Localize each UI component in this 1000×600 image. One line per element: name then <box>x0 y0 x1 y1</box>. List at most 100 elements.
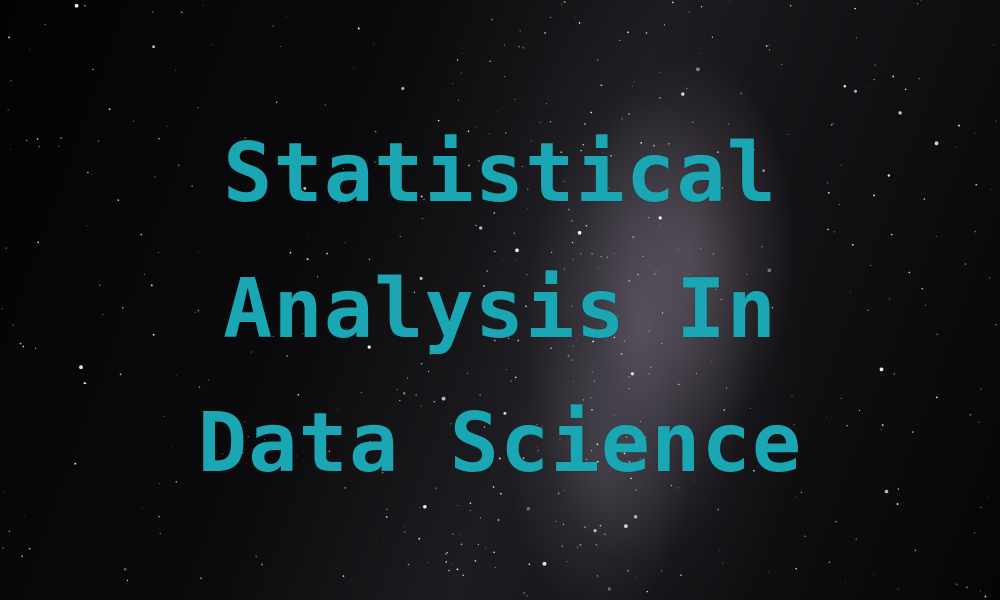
star <box>374 130 377 133</box>
star <box>608 188 609 189</box>
star <box>582 399 584 401</box>
star <box>567 355 570 357</box>
star <box>177 164 180 167</box>
star <box>693 481 695 483</box>
star <box>908 271 911 274</box>
star <box>2 546 4 549</box>
star <box>619 39 621 42</box>
star <box>912 431 914 433</box>
star <box>150 284 153 287</box>
star <box>400 298 402 300</box>
star <box>97 140 99 142</box>
star <box>975 132 976 134</box>
star <box>230 443 233 446</box>
star <box>493 212 496 214</box>
star <box>176 375 177 377</box>
star <box>854 7 856 10</box>
star <box>99 284 101 286</box>
star <box>526 595 528 597</box>
star <box>958 124 960 127</box>
star <box>591 253 593 255</box>
star <box>984 595 987 598</box>
star <box>843 84 847 88</box>
star <box>423 505 427 509</box>
star <box>765 45 768 47</box>
star <box>577 230 582 235</box>
star <box>446 188 449 191</box>
star <box>528 563 531 566</box>
star <box>83 4 86 7</box>
star <box>152 333 155 336</box>
star <box>566 561 568 563</box>
star <box>407 563 410 566</box>
star <box>571 305 573 307</box>
star <box>639 181 641 183</box>
star <box>491 18 494 21</box>
star <box>537 450 539 452</box>
star <box>404 531 406 533</box>
star <box>457 504 459 506</box>
star <box>892 75 895 78</box>
star <box>420 405 422 407</box>
star <box>627 31 629 34</box>
star <box>418 537 421 540</box>
star <box>286 355 288 357</box>
star <box>474 560 477 562</box>
star <box>158 483 160 485</box>
star <box>606 340 608 341</box>
star <box>793 424 795 426</box>
star <box>163 415 165 417</box>
star <box>272 335 275 337</box>
star <box>787 133 789 135</box>
star <box>458 533 460 535</box>
star <box>198 386 201 388</box>
star <box>569 509 571 511</box>
star <box>518 46 520 48</box>
star <box>35 347 37 349</box>
star <box>503 44 506 46</box>
star <box>723 409 725 411</box>
star <box>974 230 977 233</box>
star <box>86 225 88 227</box>
star <box>197 309 200 312</box>
star <box>904 88 907 91</box>
star <box>700 248 702 250</box>
star <box>446 551 449 554</box>
star <box>585 224 588 227</box>
star <box>560 151 563 153</box>
star <box>633 514 638 519</box>
star <box>401 86 405 91</box>
star <box>721 187 723 189</box>
star <box>712 253 715 255</box>
star <box>637 273 639 276</box>
star <box>369 441 371 443</box>
star <box>514 98 516 100</box>
star <box>639 457 641 459</box>
star <box>373 43 375 45</box>
title-line-analysis-in: Analysis In <box>222 262 778 357</box>
star <box>419 507 421 508</box>
star <box>840 164 842 166</box>
star <box>671 1 674 4</box>
star <box>648 156 651 159</box>
star <box>936 333 939 336</box>
star <box>286 16 287 18</box>
star <box>654 273 656 275</box>
star <box>789 5 792 7</box>
star <box>453 316 456 319</box>
star <box>688 11 691 14</box>
star <box>435 487 437 489</box>
star <box>557 492 560 495</box>
star <box>456 299 458 301</box>
star <box>526 207 528 209</box>
star <box>306 258 309 261</box>
star <box>648 330 650 332</box>
star <box>421 218 423 219</box>
star <box>507 337 510 340</box>
star <box>7 109 9 111</box>
star <box>591 408 593 411</box>
star <box>582 144 585 146</box>
star <box>102 314 104 316</box>
star <box>37 241 40 244</box>
star <box>261 563 263 566</box>
